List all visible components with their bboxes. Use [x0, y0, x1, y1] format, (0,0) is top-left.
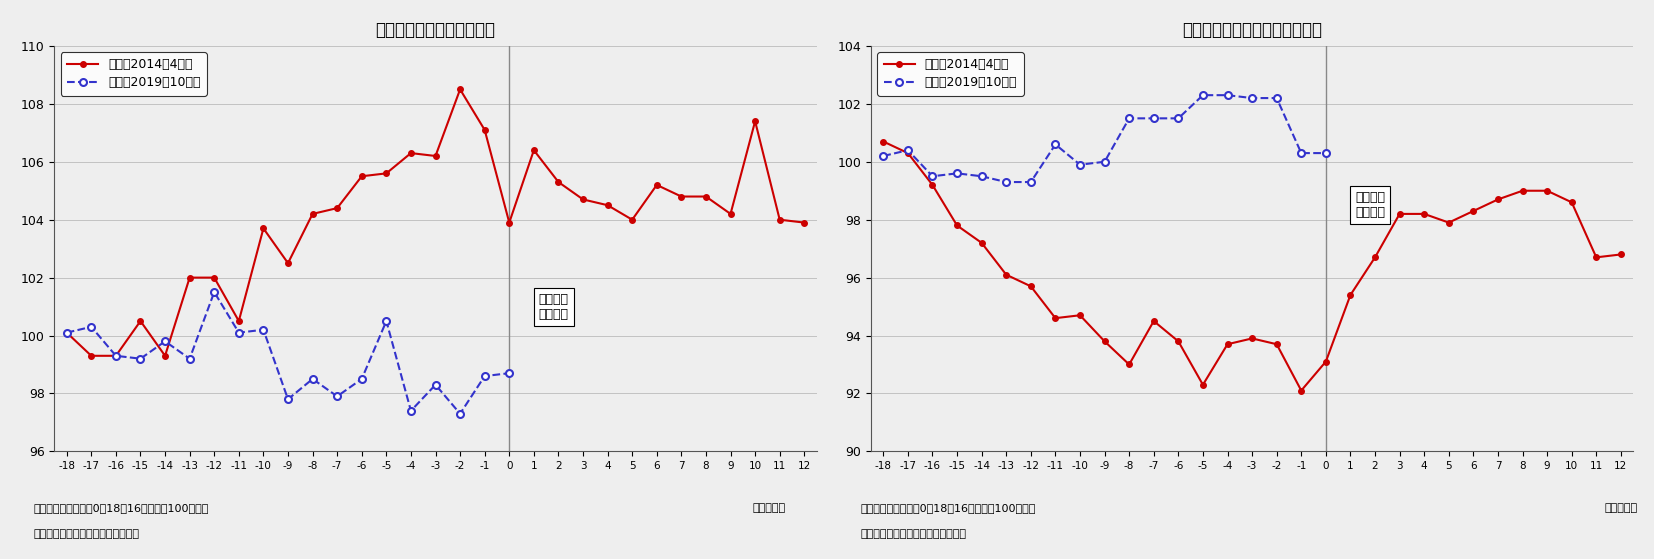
Legend: 生産（2014年4月）, 生産（2019年10月）: 生産（2014年4月）, 生産（2019年10月） [61, 52, 207, 96]
Legend: 在庫（2014年4月）, 在庫（2019年10月）: 在庫（2014年4月）, 在庫（2019年10月） [877, 52, 1024, 96]
Text: （資料）経済産業省「鉱工業指数」: （資料）経済産業省「鉱工業指数」 [33, 529, 139, 539]
Text: （経過月）: （経過月） [1604, 504, 1637, 514]
Text: （経過月）: （経過月） [753, 504, 786, 514]
Title: 消費増税前後の鉱工業生産: 消費増税前後の鉱工業生産 [375, 21, 496, 39]
Title: 消費増税前後の在庫指数の動き: 消費増税前後の在庫指数の動き [1183, 21, 1322, 39]
Text: 消費税率
引き上げ: 消費税率 引き上げ [1355, 191, 1386, 219]
Text: 消費税率
引き上げ: 消費税率 引き上げ [539, 292, 569, 320]
Text: （注）消費増税月＝0、18～16ヵ月前＝100とした: （注）消費増税月＝0、18～16ヵ月前＝100とした [860, 504, 1035, 514]
Text: （資料）経済産業省「鉱工業指数」: （資料）経済産業省「鉱工業指数」 [860, 529, 966, 539]
Text: （注）消費増税月＝0、18～16ヵ月前＝100とした: （注）消費増税月＝0、18～16ヵ月前＝100とした [33, 504, 208, 514]
